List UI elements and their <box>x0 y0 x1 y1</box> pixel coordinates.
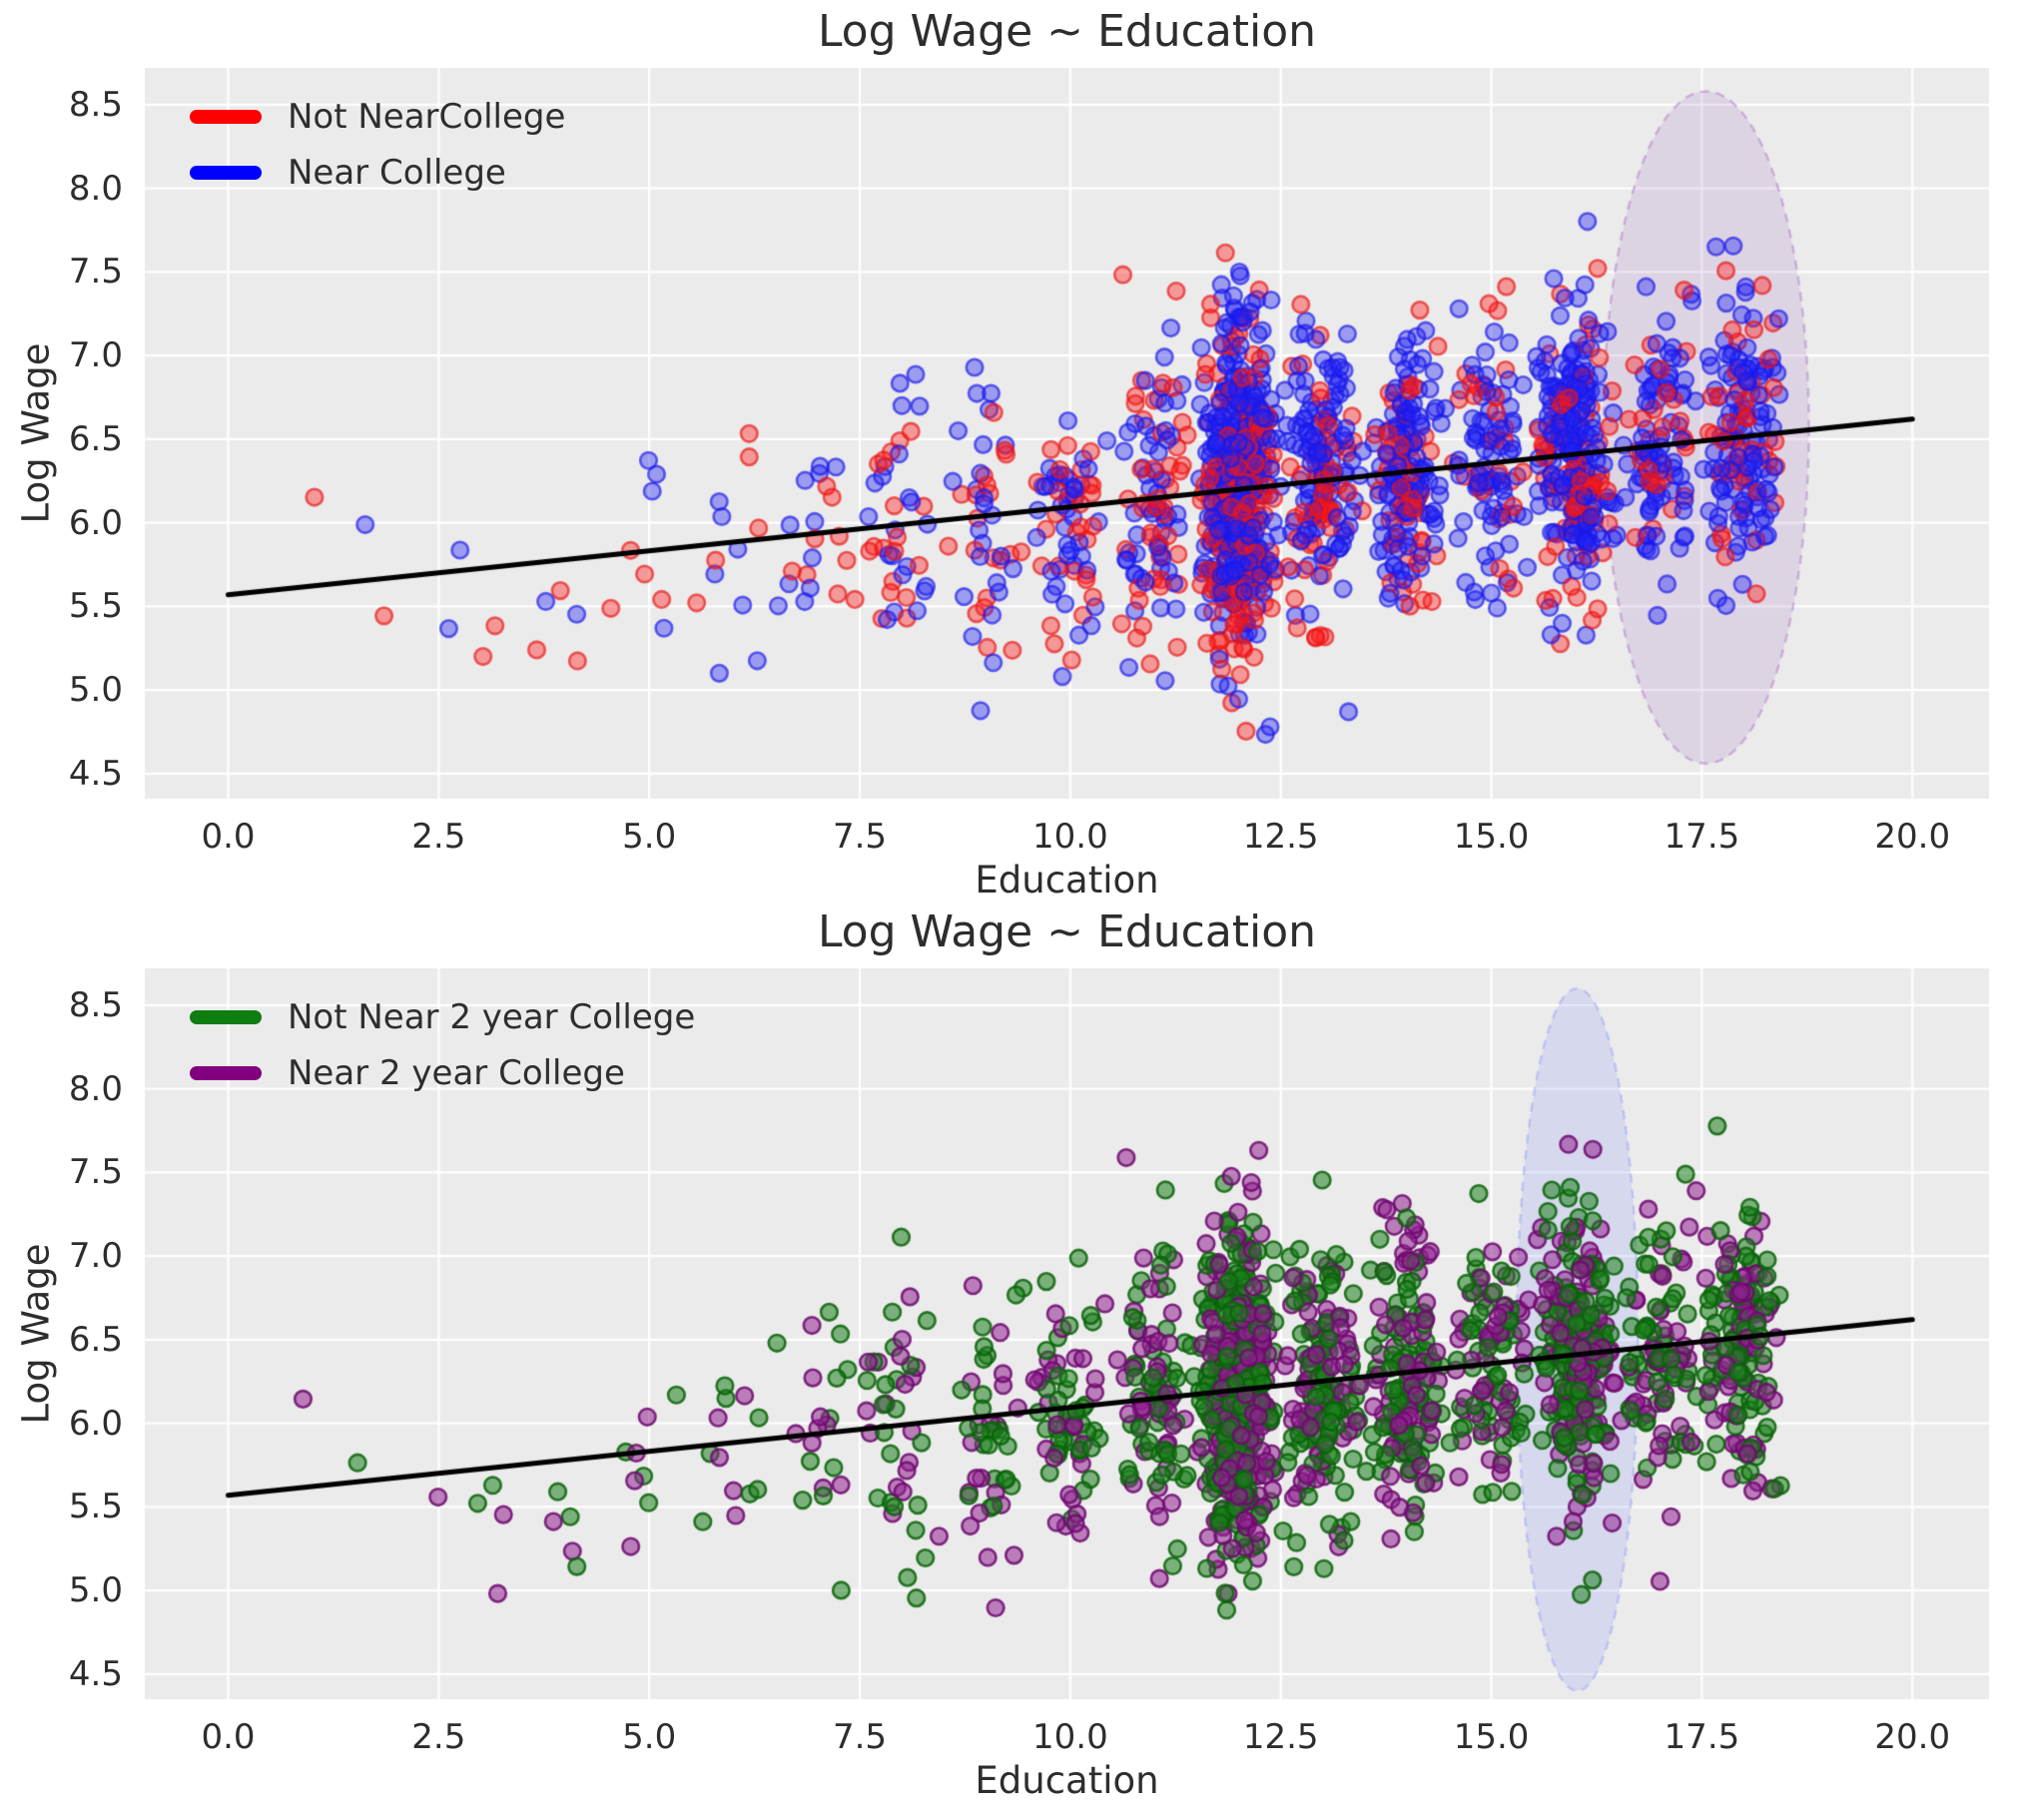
y-tick-label: 6.0 <box>68 502 123 543</box>
y-tick-label: 5.0 <box>68 1570 123 1611</box>
legend-item: Near College <box>190 152 565 194</box>
legend-label: Near College <box>288 153 506 193</box>
x-tick-label: 10.0 <box>1032 817 1108 857</box>
y-tick-label: 7.5 <box>68 252 123 293</box>
legend: Not Near 2 year College Near 2 year Colle… <box>190 996 695 1094</box>
x-tick-label: 7.5 <box>832 817 888 857</box>
y-tick-label: 7.5 <box>68 1152 123 1193</box>
y-tick-label: 8.0 <box>68 1068 123 1109</box>
legend-line-swatch <box>190 1010 262 1024</box>
legend-label: Not Near 2 year College <box>288 997 696 1037</box>
y-tick-label: 6.5 <box>68 418 123 459</box>
x-axis-label: Education <box>975 859 1159 902</box>
x-axis-label: Education <box>975 1759 1159 1802</box>
x-tick-label: 10.0 <box>1032 1717 1108 1757</box>
x-tick-label: 7.5 <box>832 1717 888 1757</box>
y-tick-label: 6.5 <box>68 1319 123 1360</box>
y-tick-label: 4.5 <box>68 753 123 794</box>
x-tick-label: 2.5 <box>411 1717 466 1757</box>
plot-area: Not Near 2 year College Near 2 year Colle… <box>145 968 1989 1699</box>
x-tick-label: 15.0 <box>1453 817 1530 857</box>
x-tick-label: 17.5 <box>1664 817 1740 857</box>
legend-line-swatch <box>190 1066 262 1080</box>
legend-label: Near 2 year College <box>288 1053 625 1093</box>
legend-line-swatch <box>190 166 262 180</box>
x-tick-label: 5.0 <box>622 817 677 857</box>
y-tick-label: 8.5 <box>68 84 123 125</box>
y-tick-label: 4.5 <box>68 1653 123 1694</box>
x-tick-label: 20.0 <box>1874 817 1951 857</box>
chart-title: Log Wage ~ Education <box>817 6 1317 57</box>
legend-item: Not Near 2 year College <box>190 996 695 1038</box>
y-tick-label: 5.5 <box>68 586 123 627</box>
x-tick-label: 0.0 <box>201 1717 256 1757</box>
legend-label: Not NearCollege <box>288 97 566 137</box>
y-tick-label: 5.5 <box>68 1487 123 1527</box>
x-tick-label: 20.0 <box>1874 1717 1951 1757</box>
x-tick-label: 0.0 <box>201 817 256 857</box>
legend: Not NearCollege Near College <box>190 96 565 194</box>
x-tick-label: 12.5 <box>1242 817 1319 857</box>
y-tick-label: 8.5 <box>68 984 123 1025</box>
y-tick-label: 5.0 <box>68 670 123 711</box>
x-tick-label: 17.5 <box>1664 1717 1740 1757</box>
x-tick-label: 2.5 <box>411 817 466 857</box>
scatter-canvas <box>145 968 1989 1699</box>
plot-area: Not NearCollege Near College <box>145 68 1989 799</box>
legend-item: Near 2 year College <box>190 1052 695 1094</box>
y-tick-label: 7.0 <box>68 1236 123 1277</box>
y-tick-label: 8.0 <box>68 168 123 209</box>
x-tick-label: 15.0 <box>1453 1717 1530 1757</box>
chart-title: Log Wage ~ Education <box>817 907 1317 957</box>
y-tick-label: 7.0 <box>68 335 123 376</box>
scatter-canvas <box>145 68 1989 799</box>
x-tick-label: 5.0 <box>622 1717 677 1757</box>
x-tick-label: 12.5 <box>1242 1717 1319 1757</box>
y-tick-label: 6.0 <box>68 1403 123 1444</box>
legend-item: Not NearCollege <box>190 96 565 138</box>
legend-line-swatch <box>190 110 262 124</box>
